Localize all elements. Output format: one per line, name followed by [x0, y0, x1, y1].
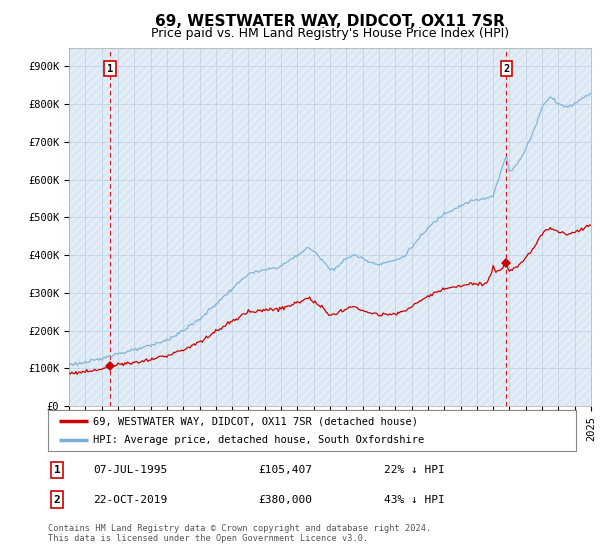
Text: 07-JUL-1995: 07-JUL-1995	[93, 465, 167, 475]
Text: 2: 2	[503, 64, 509, 74]
Text: 2: 2	[53, 494, 61, 505]
Bar	[69, 48, 591, 406]
Text: 22-OCT-2019: 22-OCT-2019	[93, 494, 167, 505]
Text: 69, WESTWATER WAY, DIDCOT, OX11 7SR (detached house): 69, WESTWATER WAY, DIDCOT, OX11 7SR (det…	[93, 417, 418, 426]
Text: 69, WESTWATER WAY, DIDCOT, OX11 7SR: 69, WESTWATER WAY, DIDCOT, OX11 7SR	[155, 14, 505, 29]
Text: £105,407: £105,407	[258, 465, 312, 475]
Text: 22% ↓ HPI: 22% ↓ HPI	[384, 465, 445, 475]
Text: 1: 1	[107, 64, 113, 74]
Text: 1: 1	[53, 465, 61, 475]
Text: HPI: Average price, detached house, South Oxfordshire: HPI: Average price, detached house, Sout…	[93, 435, 424, 445]
Text: 43% ↓ HPI: 43% ↓ HPI	[384, 494, 445, 505]
Text: Price paid vs. HM Land Registry's House Price Index (HPI): Price paid vs. HM Land Registry's House …	[151, 27, 509, 40]
Text: £380,000: £380,000	[258, 494, 312, 505]
Text: Contains HM Land Registry data © Crown copyright and database right 2024.
This d: Contains HM Land Registry data © Crown c…	[48, 524, 431, 543]
